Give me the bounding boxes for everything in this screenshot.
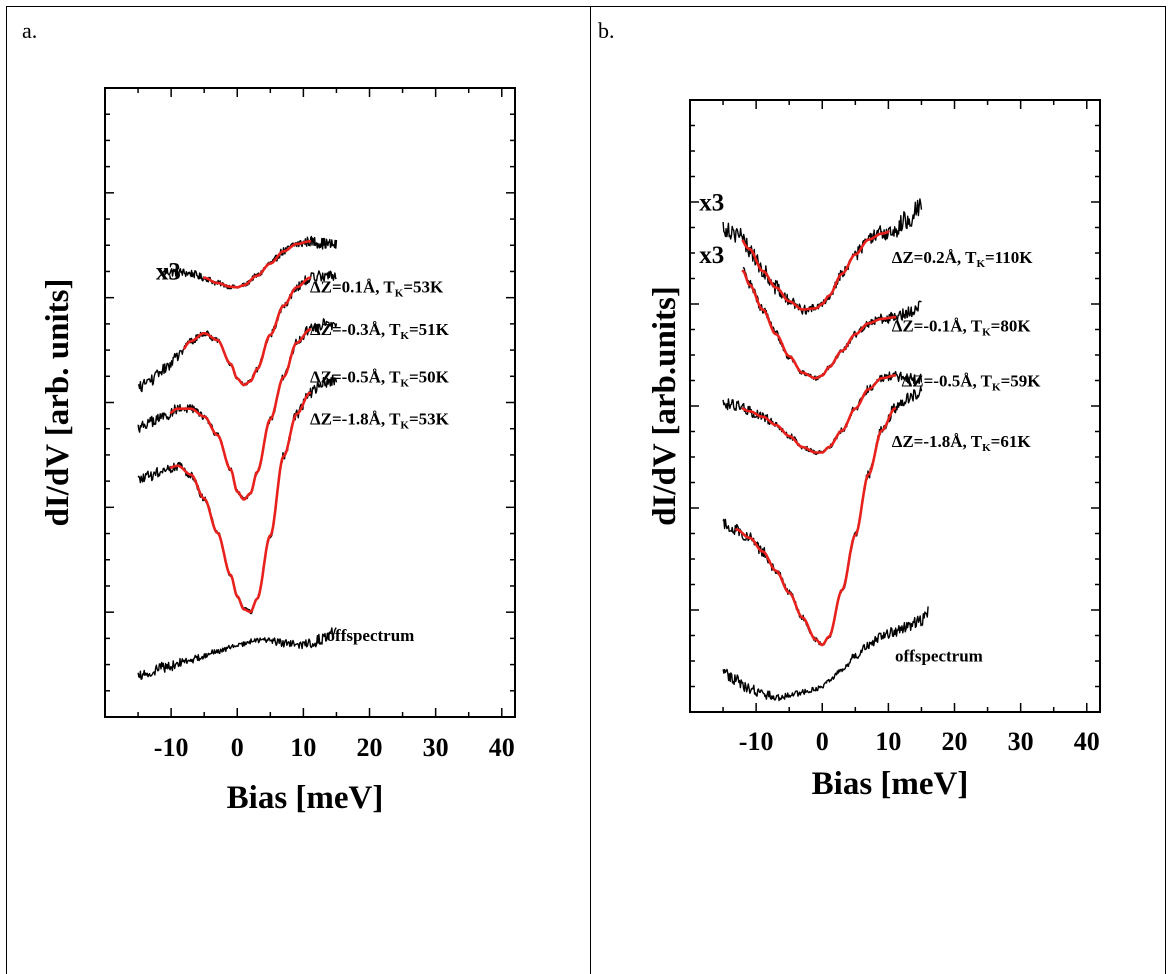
x-tick-label: 0 xyxy=(816,727,829,756)
x-axis-title: Bias [meV] xyxy=(227,780,384,816)
x-tick-label: 40 xyxy=(489,733,515,762)
series-annotation: ΔZ=0.2Å, TK=110K xyxy=(892,248,1034,270)
data-series-line xyxy=(137,374,338,615)
scale-factor-label: x3 xyxy=(699,242,724,269)
x-tick-label: 10 xyxy=(875,727,901,756)
offspectrum-label: offspectrum xyxy=(895,647,983,666)
fit-curve xyxy=(169,328,312,501)
plot-frame xyxy=(104,87,516,718)
x-tick-label: 30 xyxy=(423,733,449,762)
x-tick-label: 10 xyxy=(290,733,316,762)
chart-panel-b: -10 0 10 20 30 40 Bias [meV] dI/dV [arb.units] Δ… xyxy=(647,99,1101,802)
panel-b-label: b. xyxy=(598,18,615,43)
x-tick-label: -10 xyxy=(154,733,189,762)
scale-factor-label: x3 xyxy=(156,258,181,285)
x-tick-label: 30 xyxy=(1008,727,1034,756)
series-annotation: ΔZ=-0.1Å, TK=80K xyxy=(892,317,1032,339)
fit-curve xyxy=(741,269,897,380)
fit-curve xyxy=(169,391,312,614)
data-series-line xyxy=(137,318,338,500)
y-axis-title: dI/dV [arb. units] xyxy=(40,279,76,527)
fit-curve xyxy=(741,374,897,454)
y-axis-title: dI/dV [arb.units] xyxy=(647,286,683,526)
data-series-line xyxy=(137,627,337,680)
plot-frame xyxy=(689,99,1101,713)
series-annotation: ΔZ=-1.8Å, TK=53K xyxy=(310,410,450,432)
x-tick-label: -10 xyxy=(739,727,774,756)
panel-a-label: a. xyxy=(22,18,37,43)
x-tick-label: 0 xyxy=(231,733,244,762)
data-series-line xyxy=(722,386,923,646)
figure-border xyxy=(6,6,1166,974)
scale-factor-label: x3 xyxy=(699,190,724,217)
x-tick-label: 20 xyxy=(942,727,968,756)
series-annotation: ΔZ=-1.8Å, TK=61K xyxy=(892,432,1032,454)
fit-curve xyxy=(183,276,312,387)
fit-curve xyxy=(202,240,312,289)
data-series-line xyxy=(722,606,929,702)
x-tick-label: 20 xyxy=(357,733,383,762)
chart-panel-a: -10 0 10 20 30 40 Bias [meV] dI/dV [arb. units]… xyxy=(40,87,516,816)
series-annotation: ΔZ=-0.5Å, TK=59K xyxy=(902,372,1042,394)
offspectrum-label: offspectrum xyxy=(327,626,415,645)
series-annotation: ΔZ=0.1Å, TK=53K xyxy=(310,278,444,300)
fit-curve xyxy=(741,230,890,311)
fit-curve xyxy=(735,407,897,647)
x-tick-label: 40 xyxy=(1074,727,1100,756)
x-axis-title: Bias [meV] xyxy=(812,766,969,802)
